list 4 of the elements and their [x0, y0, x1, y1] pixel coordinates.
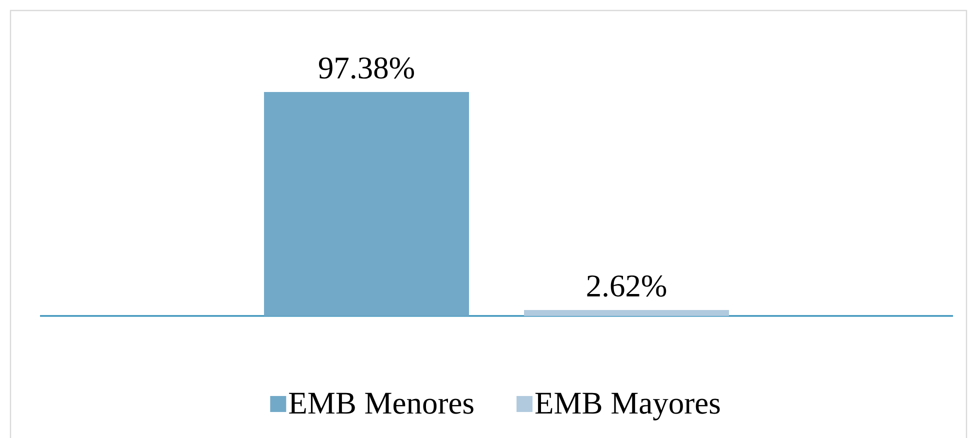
- data-label: 2.62%: [587, 275, 666, 297]
- legend-label: EMB Mayores: [535, 392, 720, 420]
- data-label: 97.38%: [318, 57, 414, 79]
- legend-label: EMB Menores: [289, 392, 474, 414]
